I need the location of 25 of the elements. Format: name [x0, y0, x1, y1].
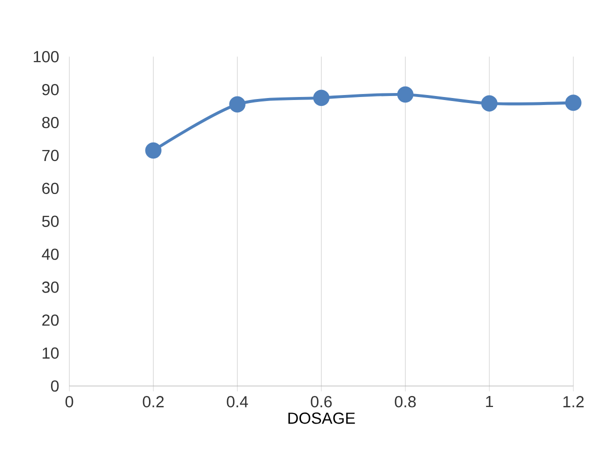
x-tick-label: 0.8 — [394, 396, 416, 408]
x-tick-label: 0.4 — [226, 396, 248, 408]
y-tick-label: 80 — [42, 116, 59, 128]
y-tick-label: 10 — [42, 347, 59, 359]
y-tick-label: 100 — [34, 51, 59, 62]
x-tick-label: 1.2 — [563, 396, 584, 408]
x-axis-title: DOSAGE — [288, 412, 355, 424]
x-tick-label: 0.6 — [310, 396, 332, 408]
y-tick-label: 0 — [51, 380, 59, 392]
x-tick-label: 0.2 — [142, 396, 164, 408]
y-tick-label: 70 — [42, 150, 59, 162]
point — [145, 142, 162, 159]
y-tick-label: 90 — [42, 84, 59, 96]
y-tick-label: 40 — [42, 248, 59, 260]
y-tick-label: 60 — [42, 182, 59, 194]
point — [481, 95, 498, 112]
x-tick-label: 0 — [66, 396, 74, 408]
point — [229, 96, 246, 113]
point — [397, 86, 414, 103]
y-tick-label: 30 — [42, 282, 59, 293]
point — [565, 94, 582, 111]
point — [313, 90, 330, 106]
x-tick-label: 1 — [486, 396, 493, 408]
y-tick-label: 50 — [42, 216, 59, 227]
y-tick-label: 20 — [42, 314, 59, 326]
